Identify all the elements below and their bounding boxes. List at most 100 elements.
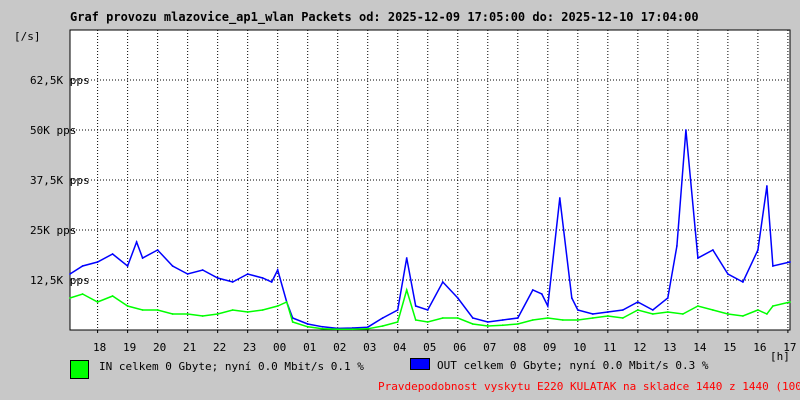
data-point-in <box>366 327 369 330</box>
x-tick-label: 17 <box>783 341 796 354</box>
data-point-in <box>456 317 459 319</box>
data-point-in <box>261 309 264 311</box>
x-tick-label: 16 <box>753 341 766 354</box>
data-point-out <box>414 305 417 307</box>
x-tick-label: 23 <box>243 341 256 354</box>
data-point-in <box>516 323 519 325</box>
data-point-in <box>789 301 791 303</box>
data-point-out <box>606 311 609 313</box>
data-point-in <box>621 317 624 319</box>
data-point-out <box>306 323 309 325</box>
data-point-in <box>765 313 768 315</box>
data-point-out <box>741 281 744 283</box>
x-tick-label: 14 <box>693 341 707 354</box>
y-tick-label: 62,5K pps <box>30 74 90 87</box>
data-point-out <box>69 273 71 275</box>
x-tick-label: 03 <box>363 341 376 354</box>
data-point-in <box>591 317 594 319</box>
data-point-in <box>741 315 744 317</box>
data-point-out <box>456 297 459 299</box>
data-point-out <box>621 309 624 311</box>
legend-text-in: IN celkem 0 Gbyte; nyní 0.0 Mbit/s 0.1 % <box>99 360 364 373</box>
data-point-out <box>711 249 714 251</box>
data-point-in <box>171 313 174 315</box>
data-point-out <box>636 301 639 303</box>
x-tick-label: 18 <box>93 341 106 354</box>
x-tick-label: 08 <box>513 341 526 354</box>
data-point-in <box>471 323 474 325</box>
data-point-in <box>111 295 114 297</box>
data-point-out <box>261 277 264 279</box>
x-tick-label: 00 <box>273 341 286 354</box>
data-point-in <box>381 325 384 327</box>
y-tick-label: 37,5K pps <box>30 174 90 187</box>
x-tick-label: 13 <box>663 341 676 354</box>
data-point-out <box>396 309 399 311</box>
data-point-out <box>756 249 759 251</box>
data-point-in <box>606 315 609 317</box>
legend-swatch-in <box>70 360 89 379</box>
data-point-in <box>501 324 504 327</box>
data-point-in <box>216 313 219 315</box>
data-point-in <box>81 293 84 295</box>
data-point-in <box>771 305 774 307</box>
y-tick-label: 50K pps <box>30 124 76 137</box>
chart-title: Graf provozu mlazovice_ap1_wlan Packets … <box>70 10 699 24</box>
data-point-in <box>531 319 534 321</box>
data-point-in <box>726 313 729 315</box>
data-point-in <box>405 289 408 291</box>
series-line-in <box>69 287 791 330</box>
x-tick-label: 04 <box>393 341 407 354</box>
data-point-in <box>441 317 444 319</box>
data-point-out <box>570 297 573 299</box>
series-group <box>69 129 791 331</box>
data-point-in <box>156 309 159 311</box>
data-point-out <box>201 269 204 271</box>
data-point-out <box>531 289 534 291</box>
data-point-out <box>156 249 159 251</box>
data-point-out <box>171 265 174 267</box>
data-point-out <box>558 197 561 199</box>
x-tick-label: 15 <box>723 341 736 354</box>
data-point-in <box>306 325 309 328</box>
data-point-in <box>546 317 549 319</box>
data-point-out <box>675 245 678 247</box>
data-point-in <box>186 313 189 315</box>
y-tick-label: 25K pps <box>30 224 76 237</box>
data-point-in <box>351 328 354 331</box>
data-point-in <box>414 319 417 321</box>
x-tick-label: 02 <box>333 341 346 354</box>
data-point-out <box>81 265 84 267</box>
data-point-in <box>756 309 759 311</box>
data-point-in <box>285 301 288 303</box>
data-point-out <box>246 273 249 275</box>
data-point-out <box>186 273 189 275</box>
data-point-out <box>486 321 489 323</box>
data-point-out <box>576 309 579 311</box>
x-tick-label: 21 <box>183 341 196 354</box>
data-point-in <box>486 325 489 327</box>
x-tick-label: 11 <box>603 341 616 354</box>
x-tick-label: 22 <box>213 341 226 354</box>
data-point-out <box>765 185 768 187</box>
data-point-out <box>366 326 369 329</box>
data-point-in <box>681 313 684 315</box>
data-point-out <box>381 317 384 319</box>
data-point-out <box>666 297 669 299</box>
grid-lines <box>70 30 790 330</box>
data-point-out <box>696 257 699 259</box>
data-point-in <box>69 297 71 299</box>
x-tick-label: 10 <box>573 341 586 354</box>
data-point-out <box>651 309 654 311</box>
data-point-out <box>426 309 429 311</box>
data-point-in <box>231 309 234 311</box>
data-point-out <box>771 265 774 267</box>
data-point-in <box>126 305 129 307</box>
data-point-in <box>696 305 699 307</box>
data-point-in <box>201 315 204 317</box>
data-point-out <box>276 269 279 271</box>
data-point-in <box>141 309 144 311</box>
data-point-out <box>270 281 273 283</box>
data-point-out <box>591 313 594 315</box>
y-tick-label: 12,5K pps <box>30 274 90 287</box>
